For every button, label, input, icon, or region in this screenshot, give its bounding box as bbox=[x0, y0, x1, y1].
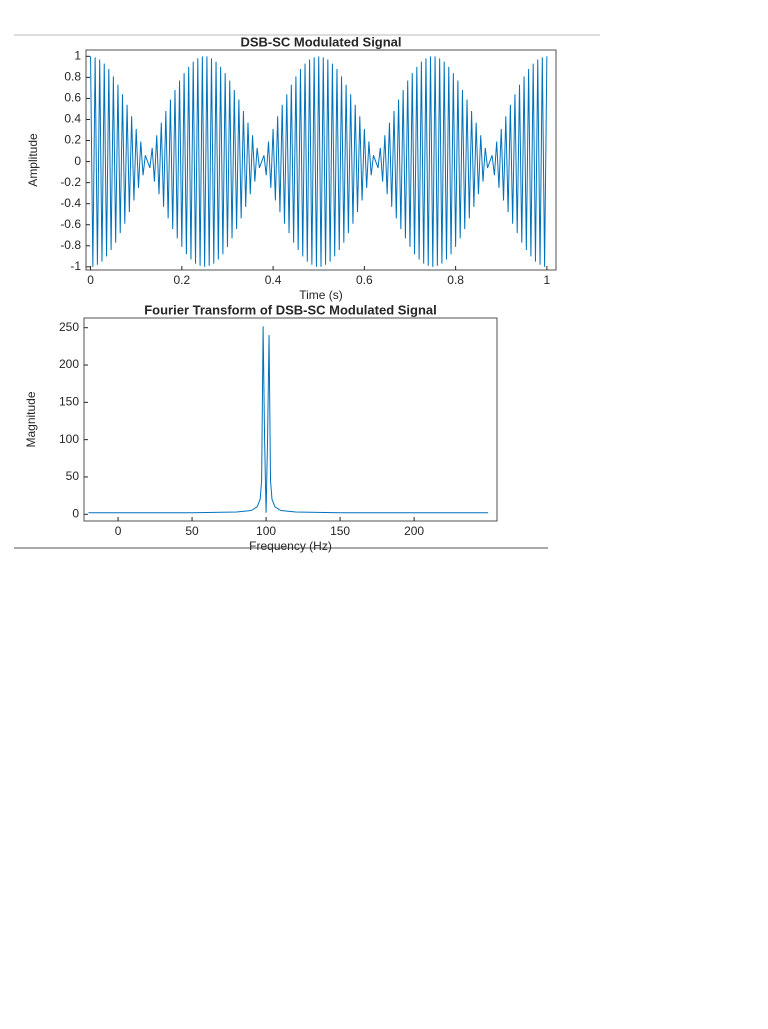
y-tick-label: 1 bbox=[74, 48, 81, 62]
x-tick-label: 200 bbox=[404, 524, 424, 538]
y-tick-label: 0.4 bbox=[64, 112, 81, 126]
y-tick-label: 100 bbox=[59, 432, 79, 446]
y-tick-label: -0.8 bbox=[60, 238, 81, 252]
y-axis-label: Amplitude bbox=[26, 133, 40, 187]
chart-title: Fourier Transform of DSB-SC Modulated Si… bbox=[144, 302, 437, 317]
y-tick-label: 200 bbox=[59, 357, 79, 371]
signal-line bbox=[88, 326, 489, 514]
y-tick-label: 0.8 bbox=[64, 70, 81, 84]
x-axis-label: Time (s) bbox=[299, 288, 343, 302]
y-tick-label: -0.4 bbox=[60, 196, 81, 210]
signal-line bbox=[90, 56, 548, 267]
x-axis-label: Frequency (Hz) bbox=[249, 539, 332, 553]
plot-area bbox=[83, 317, 498, 522]
x-tick-label: 0.2 bbox=[173, 273, 190, 287]
x-tick-label: 100 bbox=[256, 524, 276, 538]
y-tick-label: 150 bbox=[59, 395, 79, 409]
chart-title: DSB-SC Modulated Signal bbox=[240, 34, 401, 49]
y-tick-label: 250 bbox=[59, 320, 79, 334]
y-tick-label: -1 bbox=[70, 259, 81, 273]
y-tick-label: 0.2 bbox=[64, 133, 81, 147]
x-tick-label: 0.8 bbox=[447, 273, 464, 287]
x-tick-label: 0.4 bbox=[265, 273, 282, 287]
y-tick-label: -0.2 bbox=[60, 175, 81, 189]
x-tick-label: 50 bbox=[185, 524, 199, 538]
y-tick-label: 0.6 bbox=[64, 91, 81, 105]
x-tick-label: 0 bbox=[115, 524, 122, 538]
y-tick-label: 0 bbox=[74, 154, 81, 168]
x-tick-label: 1 bbox=[544, 273, 551, 287]
x-tick-label: 0.6 bbox=[356, 273, 373, 287]
x-tick-label: 150 bbox=[330, 524, 350, 538]
y-axis-label: Magnitude bbox=[24, 391, 38, 447]
y-tick-label: 50 bbox=[66, 469, 80, 483]
x-tick-label: 0 bbox=[87, 273, 94, 287]
y-tick-label: -0.6 bbox=[60, 217, 81, 231]
y-tick-label: 0 bbox=[72, 506, 79, 520]
